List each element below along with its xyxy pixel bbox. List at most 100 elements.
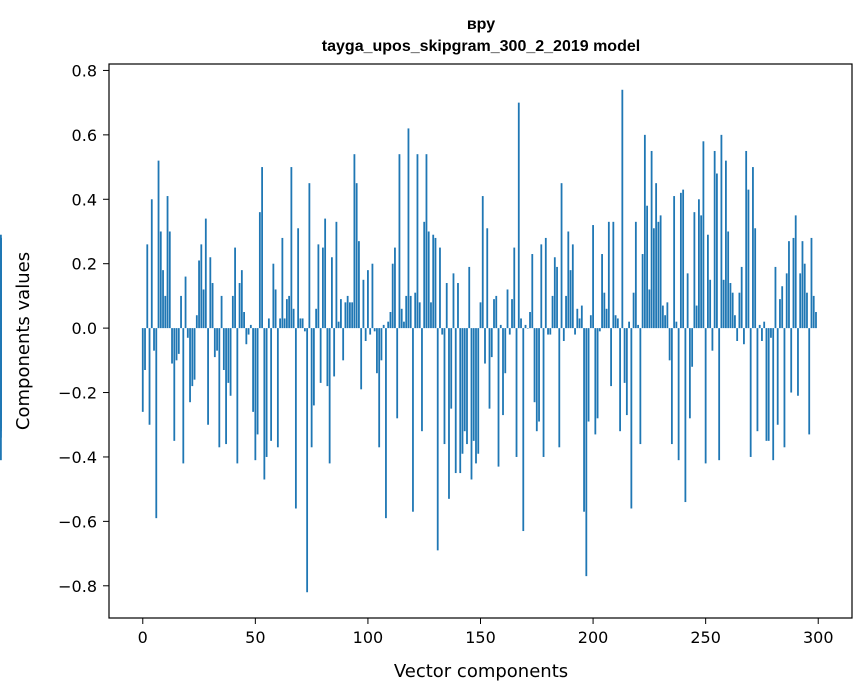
- bar: [544, 237, 547, 329]
- bar: [180, 295, 182, 329]
- bar: [263, 328, 266, 480]
- bar: [312, 328, 315, 406]
- bar: [186, 328, 189, 338]
- bar: [648, 289, 651, 329]
- bar: [682, 189, 685, 329]
- bar: [439, 247, 441, 329]
- bar: [177, 328, 180, 354]
- bar: [376, 328, 378, 374]
- bar: [472, 328, 475, 441]
- bar: [781, 286, 784, 329]
- bar: [790, 328, 793, 393]
- bar: [301, 318, 304, 329]
- bar: [684, 328, 687, 503]
- bar: [362, 279, 365, 329]
- bar: [752, 167, 754, 329]
- bar: [373, 328, 376, 332]
- bar: [734, 315, 736, 329]
- bar: [153, 328, 155, 351]
- bar: [171, 328, 173, 364]
- bar: [299, 318, 302, 329]
- bar: [707, 234, 709, 329]
- bar: [556, 266, 558, 329]
- x-tick-label: 150: [465, 628, 496, 647]
- bar: [711, 328, 714, 351]
- bar: [252, 328, 254, 412]
- bar: [344, 302, 347, 329]
- bar: [403, 321, 405, 329]
- bar: [409, 295, 412, 329]
- bar: [168, 231, 171, 329]
- bar: [342, 328, 345, 361]
- bar: [673, 196, 676, 329]
- bar: [655, 183, 658, 329]
- bar: [688, 328, 691, 419]
- bar: [506, 289, 509, 329]
- bar: [258, 212, 261, 329]
- bar: [691, 328, 694, 367]
- bar: [513, 247, 516, 329]
- bar: [321, 247, 324, 329]
- bar: [189, 328, 191, 403]
- bar: [571, 244, 574, 329]
- bar: [0, 305, 2, 329]
- bar: [227, 328, 230, 383]
- bar: [698, 199, 700, 329]
- bar: [815, 312, 817, 329]
- bar: [700, 215, 703, 329]
- bar: [481, 196, 484, 329]
- bar: [763, 321, 766, 329]
- bar: [589, 315, 592, 329]
- bar: [797, 328, 799, 396]
- bar: [355, 183, 358, 329]
- bar: [283, 318, 286, 329]
- bar: [335, 221, 338, 329]
- bar: [650, 150, 653, 329]
- bar: [619, 328, 621, 432]
- y-axis-label: Components values: [13, 252, 34, 430]
- bar: [202, 289, 205, 329]
- bar: [657, 221, 660, 329]
- bar: [592, 225, 594, 329]
- bar: [310, 328, 313, 448]
- bar: [529, 312, 531, 329]
- plot-frame: [108, 63, 853, 619]
- bar: [191, 328, 194, 387]
- bar: [718, 328, 721, 461]
- bar: [475, 328, 477, 464]
- bar: [727, 231, 730, 329]
- bar: [661, 305, 664, 329]
- bars-group: [0, 89, 817, 593]
- bar: [596, 328, 599, 419]
- y-tick-label: 0.8: [72, 61, 97, 80]
- bar: [479, 302, 482, 329]
- bar: [497, 328, 500, 467]
- bar: [222, 328, 225, 370]
- bar: [616, 318, 619, 329]
- bar: [603, 292, 606, 329]
- bar: [319, 328, 322, 383]
- bar: [416, 154, 419, 329]
- bar: [207, 328, 209, 425]
- bar: [558, 328, 561, 448]
- x-axis-ticks: 0 50 100 150 200 250 300: [138, 618, 834, 647]
- bar: [254, 328, 257, 461]
- bar: [288, 295, 291, 329]
- bar: [297, 228, 300, 329]
- bar: [565, 295, 567, 329]
- bar: [430, 302, 432, 329]
- x-axis-label: Vector components: [394, 661, 568, 682]
- bar: [400, 308, 403, 329]
- bar: [432, 234, 435, 329]
- bar: [646, 205, 649, 329]
- bar: [225, 328, 227, 445]
- bar: [499, 324, 502, 329]
- bar: [243, 312, 245, 329]
- bar: [542, 328, 545, 457]
- bar: [664, 315, 667, 329]
- bar: [407, 128, 410, 329]
- bar: [459, 328, 462, 474]
- bar: [324, 218, 327, 329]
- y-tick-label: −0.8: [58, 577, 97, 596]
- bar: [490, 328, 493, 358]
